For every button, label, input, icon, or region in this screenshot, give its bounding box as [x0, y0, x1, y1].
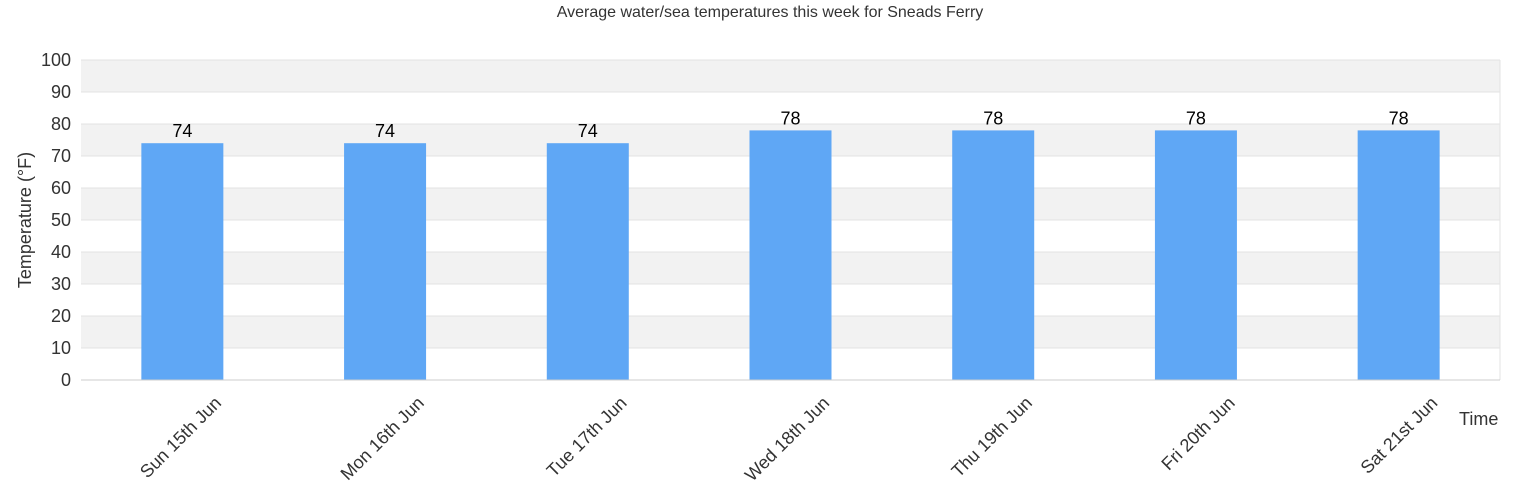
- y-tick-label: 0: [61, 370, 71, 390]
- y-axis-ticks: 0 10 20 30 40 50 60 70 80 90 100: [41, 50, 71, 390]
- y-tick-label: 10: [51, 338, 71, 358]
- y-tick-label: 50: [51, 210, 71, 230]
- data-label: 74: [578, 121, 598, 141]
- y-tick-label: 100: [41, 50, 71, 70]
- bars: [141, 130, 1440, 380]
- x-axis-label: Time: [1459, 409, 1498, 429]
- x-tick-label: Mon 16th Jun: [337, 393, 428, 484]
- y-tick-label: 80: [51, 114, 71, 134]
- bar: [141, 143, 224, 380]
- grid-band: [81, 92, 1500, 124]
- y-tick-label: 90: [51, 82, 71, 102]
- data-label: 78: [780, 108, 800, 128]
- x-tick-label: Wed 18th Jun: [741, 393, 833, 485]
- bar: [546, 143, 629, 380]
- bar: [1154, 130, 1237, 380]
- bar: [344, 143, 427, 380]
- x-tick-label: Fri 20th Jun: [1157, 393, 1238, 474]
- chart-title: Average water/sea temperatures this week…: [557, 4, 984, 21]
- x-tick-label: Sat 21st Jun: [1357, 393, 1442, 478]
- data-label: 74: [375, 121, 395, 141]
- bar: [952, 130, 1035, 380]
- y-tick-label: 60: [51, 178, 71, 198]
- bar: [749, 130, 832, 380]
- data-label: 74: [172, 121, 192, 141]
- y-axis-label: Temperature (°F): [15, 152, 35, 288]
- bar: [1357, 130, 1440, 380]
- x-tick-label: Tue 17th Jun: [543, 393, 631, 481]
- data-labels: 74 74 74 78 78 78 78: [172, 108, 1408, 141]
- x-tick-label: Sun 15th Jun: [136, 393, 225, 482]
- data-label: 78: [1186, 108, 1206, 128]
- data-label: 78: [1389, 108, 1409, 128]
- y-tick-label: 40: [51, 242, 71, 262]
- grid-band: [81, 60, 1500, 92]
- y-tick-label: 30: [51, 274, 71, 294]
- x-tick-label: Thu 19th Jun: [948, 393, 1036, 481]
- x-axis-ticks: Sun 15th Jun Mon 16th Jun Tue 17th Jun Wed …: [136, 393, 1441, 485]
- data-label: 78: [983, 108, 1003, 128]
- y-tick-label: 70: [51, 146, 71, 166]
- y-tick-label: 20: [51, 306, 71, 326]
